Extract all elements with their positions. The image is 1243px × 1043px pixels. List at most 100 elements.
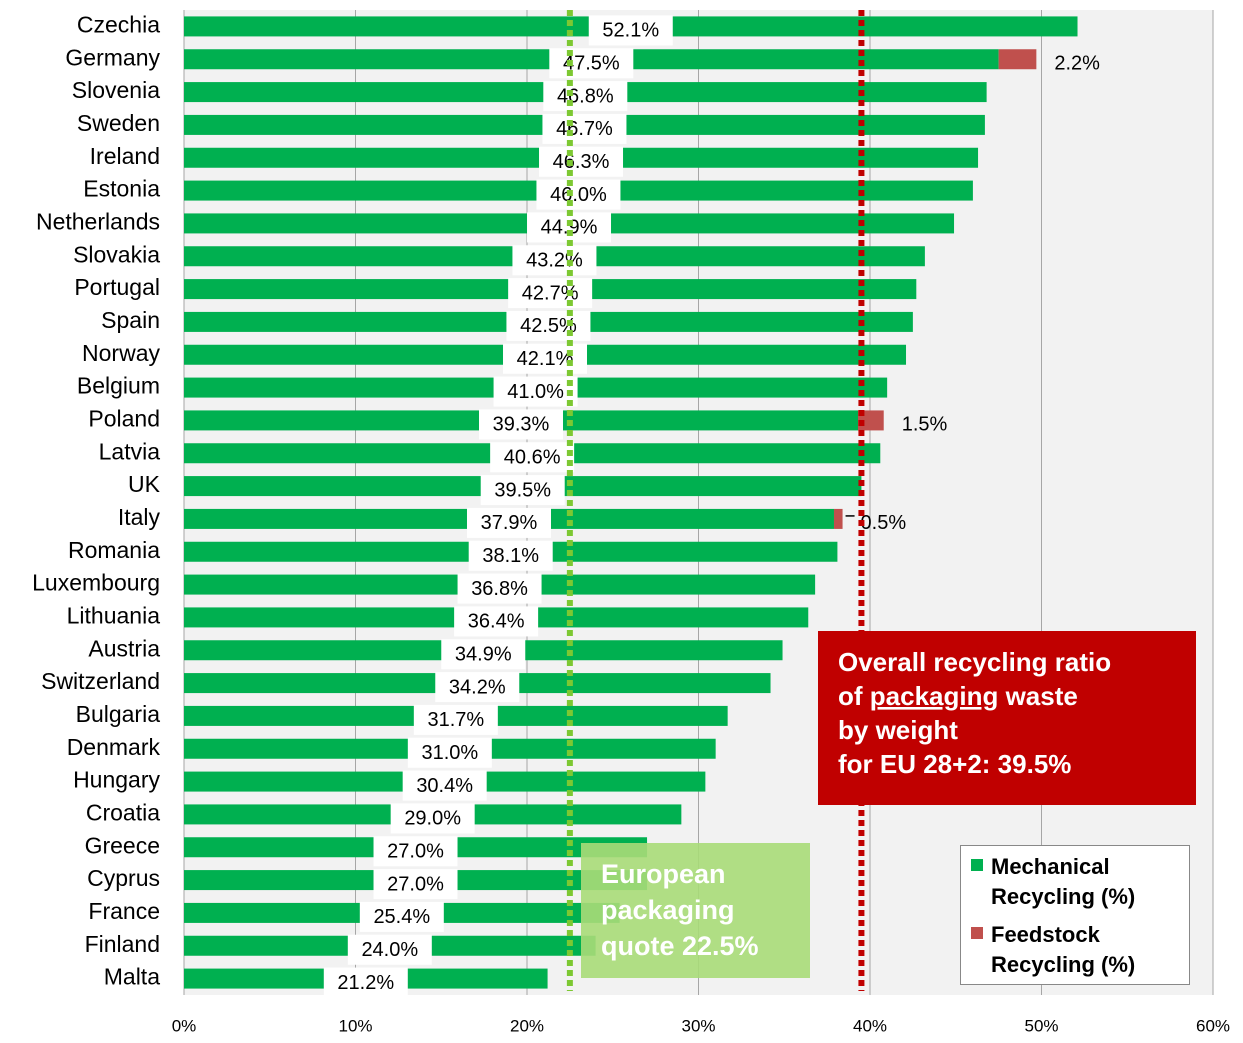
label-box — [468, 540, 553, 571]
value-label: 31.0% — [421, 742, 478, 764]
label-box — [441, 639, 526, 670]
annotation-segment: by weight — [838, 715, 958, 745]
y-tick-label: Croatia — [86, 799, 160, 825]
y-tick-label: Greece — [85, 832, 160, 858]
value-label: 38.1% — [482, 545, 539, 567]
legend-item: Feedstock Recycling (%) — [971, 920, 1181, 980]
value-label: 52.1% — [602, 20, 659, 42]
label-box — [435, 672, 520, 703]
value-label: 0.5% — [861, 512, 907, 534]
y-tick-label: Spain — [101, 307, 160, 333]
legend-label: Mechanical Recycling (%) — [991, 854, 1136, 909]
value-label: 27.0% — [387, 873, 444, 895]
y-tick-label: Estonia — [83, 176, 160, 202]
label-box — [527, 212, 612, 243]
annotation-text: of packaging waste — [838, 681, 1078, 711]
bar-segment — [833, 508, 843, 529]
value-label: 36.4% — [468, 611, 525, 633]
value-label: 2.2% — [1054, 53, 1100, 75]
annotation-text: quote 22.5% — [601, 931, 759, 961]
value-label: 34.2% — [449, 676, 506, 698]
y-tick-label: Luxembourg — [32, 570, 160, 596]
x-tick-label: 60% — [1196, 1016, 1230, 1035]
label-box — [478, 409, 563, 440]
annotation-segment: Overall recycling ratio — [838, 647, 1111, 677]
y-tick-label: UK — [128, 471, 161, 497]
y-tick-label: Lithuania — [67, 602, 161, 628]
annotation-box — [581, 843, 810, 978]
annotation-segment: packaging — [870, 681, 999, 711]
value-label: 46.8% — [557, 85, 614, 107]
x-tick-label: 40% — [853, 1016, 887, 1035]
value-label: 30.4% — [416, 775, 473, 797]
x-tick-label: 10% — [338, 1016, 372, 1035]
y-tick-label: Ireland — [90, 143, 160, 169]
label-box — [457, 573, 542, 604]
y-tick-label: France — [88, 898, 160, 924]
annotation-segment: quote 22.5% — [601, 931, 759, 961]
annotation-segment: packaging — [601, 895, 735, 925]
y-tick-label: Slovakia — [73, 241, 160, 267]
y-tick-label: Denmark — [67, 734, 161, 760]
label-box — [549, 48, 634, 79]
label-box — [506, 310, 591, 341]
value-label: 21.2% — [337, 972, 394, 994]
value-label: 43.2% — [526, 250, 583, 272]
annotation-text: European — [601, 859, 726, 889]
label-box — [493, 376, 578, 407]
y-tick-label: Austria — [88, 635, 160, 661]
value-label: 42.7% — [522, 282, 579, 304]
value-label: 39.5% — [494, 479, 551, 501]
label-box — [543, 81, 628, 112]
value-label: 27.0% — [387, 841, 444, 863]
value-label: 31.7% — [427, 709, 484, 731]
label-box — [323, 967, 408, 998]
legend: Mechanical Recycling (%) Feedstock Recycl… — [960, 845, 1190, 985]
value-label: 25.4% — [373, 906, 430, 928]
x-tick-label: 20% — [510, 1016, 544, 1035]
label-box — [454, 606, 539, 637]
y-tick-label: Switzerland — [41, 668, 160, 694]
label-box — [347, 934, 432, 965]
y-tick-label: Czechia — [77, 11, 160, 37]
value-label: 42.1% — [517, 348, 574, 370]
label-box — [512, 245, 597, 276]
legend-swatch — [971, 859, 983, 871]
y-tick-label: Poland — [88, 405, 160, 431]
value-label: 47.5% — [563, 53, 620, 75]
annotation-text: Overall recycling ratio — [838, 647, 1111, 677]
y-tick-label: Bulgaria — [76, 701, 161, 727]
bar-segment — [998, 49, 1037, 70]
bar-segment — [857, 410, 884, 431]
annotation-segment: for EU 28+2: 39.5% — [838, 749, 1071, 779]
annotation-text: by weight — [838, 715, 958, 745]
y-tick-label: Finland — [85, 931, 160, 957]
label-box — [503, 343, 588, 374]
value-label: 37.9% — [481, 512, 538, 534]
value-label: 41.0% — [507, 381, 564, 403]
label-box — [373, 869, 458, 900]
label-box — [466, 507, 551, 538]
value-label: 44.9% — [541, 217, 598, 239]
value-label: 42.5% — [520, 315, 577, 337]
legend-item: Mechanical Recycling (%) — [971, 852, 1181, 912]
label-box — [588, 15, 673, 46]
y-tick-label: Portugal — [74, 274, 160, 300]
value-label: 24.0% — [361, 939, 418, 961]
value-label: 36.8% — [471, 578, 528, 600]
label-box — [413, 704, 498, 735]
label-box — [407, 737, 492, 768]
value-label: 40.6% — [504, 447, 561, 469]
label-box — [542, 113, 627, 144]
y-tick-label: Germany — [65, 44, 160, 70]
annotation-segment: waste — [998, 681, 1078, 711]
label-box — [373, 836, 458, 867]
label-box — [508, 278, 593, 309]
annotation-segment: European — [601, 859, 726, 889]
y-tick-label: Slovenia — [72, 77, 160, 103]
x-tick-label: 0% — [172, 1016, 197, 1035]
value-label: 34.9% — [455, 644, 512, 666]
label-box — [359, 901, 444, 932]
